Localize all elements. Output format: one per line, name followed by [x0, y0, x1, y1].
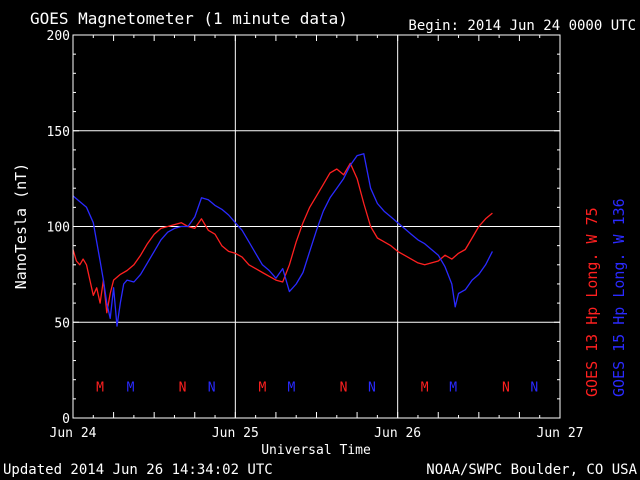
- midnight-marker: M: [449, 380, 457, 395]
- noon-marker: N: [179, 380, 187, 395]
- midnight-marker: M: [258, 380, 266, 395]
- plot-frame: [72, 34, 561, 419]
- y-axis-label: NanoTesla (nT): [12, 163, 30, 289]
- y-tick-label: 0: [62, 412, 70, 427]
- noon-marker: N: [340, 380, 348, 395]
- midnight-marker: M: [421, 380, 429, 395]
- x-tick-label: Jun 25: [212, 426, 259, 441]
- y-tick-label: 100: [47, 221, 70, 236]
- noon-marker: N: [368, 380, 376, 395]
- y-tick-label: 50: [54, 316, 70, 331]
- noon-marker: N: [530, 380, 538, 395]
- legend: GOES 13 Hp Long. W 75 GOES 15 Hp Long. W …: [583, 198, 628, 397]
- x-axis-label: Universal Time: [261, 443, 371, 458]
- updated-timestamp: Updated 2014 Jun 26 14:34:02 UTC: [3, 462, 273, 478]
- midnight-marker: M: [127, 380, 135, 395]
- y-tick-label: 150: [47, 125, 70, 140]
- series-lines: [72, 153, 493, 327]
- legend-entry-goes13: GOES 13 Hp Long. W 75: [583, 207, 601, 397]
- chart-title: GOES Magnetometer (1 minute data): [30, 9, 348, 28]
- series-line-goes15: [72, 153, 493, 327]
- legend-entry-goes15: GOES 15 Hp Long. W 136: [610, 198, 628, 397]
- noon-marker: N: [502, 380, 510, 395]
- axis-ticks: 0 50 100 150 200 Jun 24 Jun 25 Jun 26 Jun 27: [47, 29, 584, 441]
- x-tick-label: Jun 24: [50, 426, 97, 441]
- midnight-marker: M: [96, 380, 104, 395]
- x-tick-label: Jun 26: [374, 426, 421, 441]
- grid-lines: [73, 35, 560, 418]
- y-tick-label: 200: [47, 29, 70, 44]
- begin-time: Begin: 2014 Jun 24 0000 UTC: [408, 18, 636, 34]
- x-tick-label: Jun 27: [537, 426, 584, 441]
- noon-marker: N: [208, 380, 216, 395]
- series-line-goes13: [72, 162, 493, 314]
- data-credit: NOAA/SWPC Boulder, CO USA: [426, 462, 637, 478]
- midnight-marker: M: [288, 380, 296, 395]
